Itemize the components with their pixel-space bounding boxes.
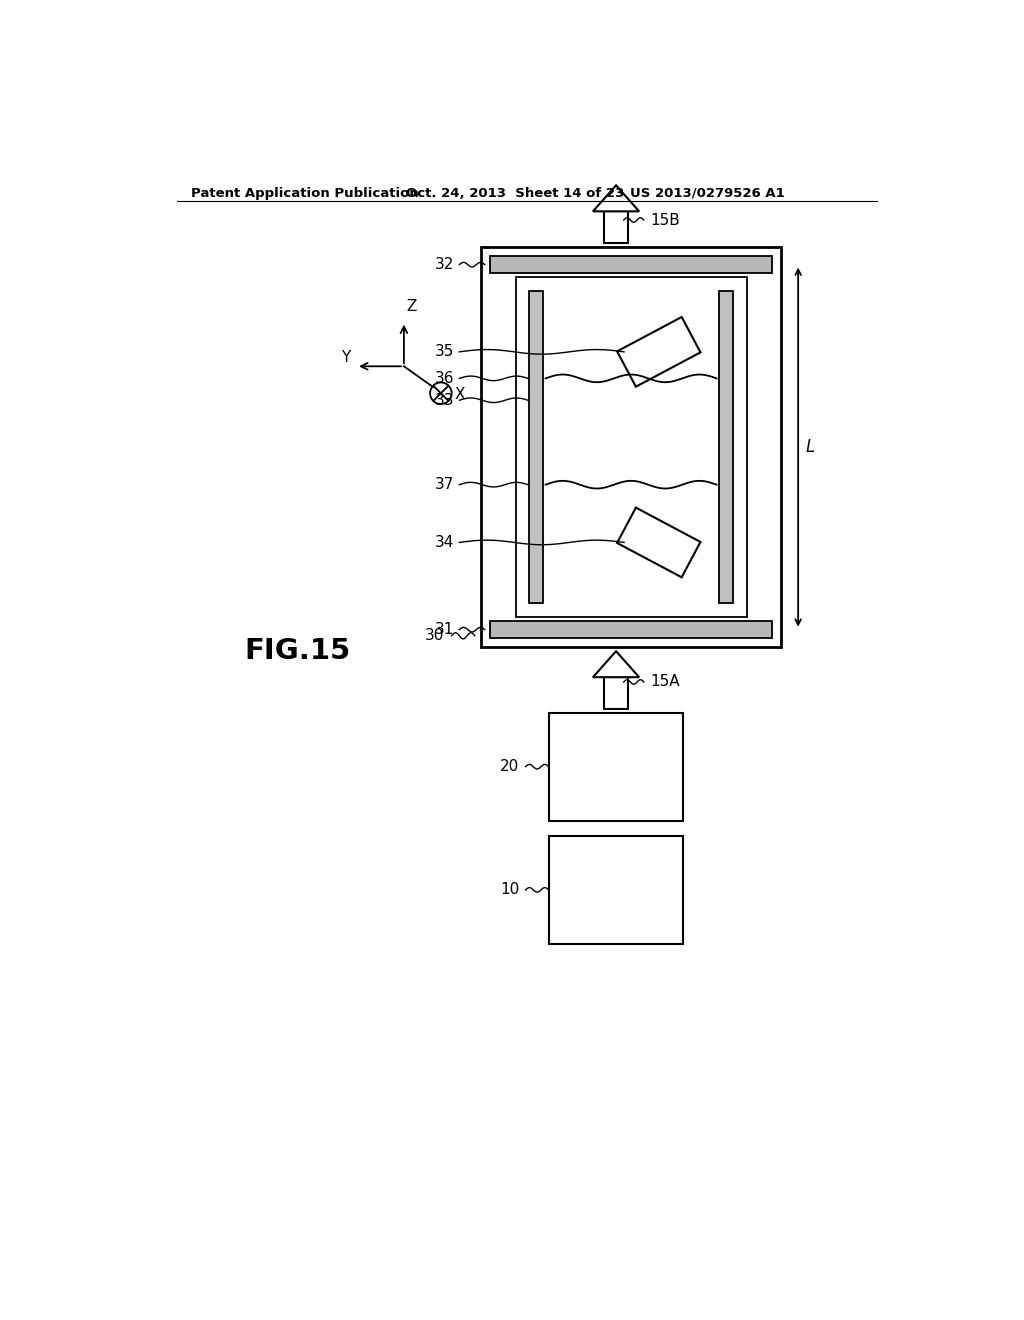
Text: 30: 30 xyxy=(425,628,444,643)
Bar xyxy=(490,256,772,273)
Text: 33: 33 xyxy=(434,393,454,408)
Text: US 2013/0279526 A1: US 2013/0279526 A1 xyxy=(630,187,784,199)
Bar xyxy=(515,277,746,618)
Circle shape xyxy=(430,383,452,404)
Text: 34: 34 xyxy=(434,535,454,550)
Text: FIG.15: FIG.15 xyxy=(245,638,351,665)
Bar xyxy=(604,211,629,243)
Polygon shape xyxy=(593,185,639,211)
Text: X: X xyxy=(455,387,465,403)
Text: Z: Z xyxy=(407,298,417,314)
Bar xyxy=(549,836,683,944)
Text: 37: 37 xyxy=(434,477,454,492)
Bar xyxy=(719,290,733,603)
Polygon shape xyxy=(617,317,700,387)
Text: 10: 10 xyxy=(500,882,519,898)
Text: 20: 20 xyxy=(500,759,519,775)
Text: 15B: 15B xyxy=(650,213,680,227)
Text: Y: Y xyxy=(342,350,351,364)
Text: 31: 31 xyxy=(434,622,454,638)
Bar xyxy=(481,247,781,647)
Text: L: L xyxy=(806,438,815,457)
Text: 36: 36 xyxy=(434,371,454,385)
Polygon shape xyxy=(593,651,639,677)
Bar xyxy=(490,622,772,638)
Text: 15A: 15A xyxy=(650,675,680,689)
Bar xyxy=(529,290,544,603)
Bar xyxy=(604,677,629,709)
Text: Oct. 24, 2013  Sheet 14 of 23: Oct. 24, 2013 Sheet 14 of 23 xyxy=(407,187,625,199)
Text: Patent Application Publication: Patent Application Publication xyxy=(190,187,419,199)
Polygon shape xyxy=(617,508,700,577)
Bar xyxy=(549,713,683,821)
Text: 32: 32 xyxy=(434,257,454,272)
Text: 35: 35 xyxy=(434,345,454,359)
